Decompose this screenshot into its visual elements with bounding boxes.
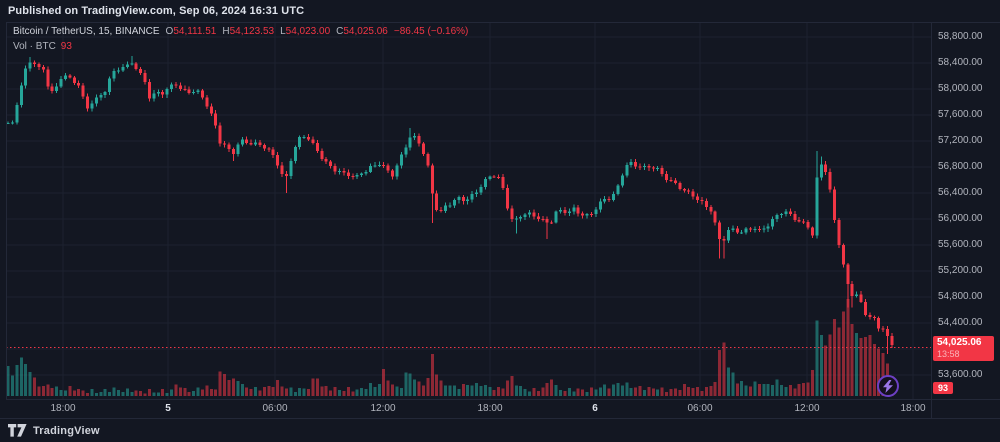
price-tick-label: 54,400.00 — [938, 317, 983, 328]
volume-indicator-label[interactable]: Vol · BTC — [13, 41, 56, 52]
ohlc-key: H — [222, 26, 230, 37]
ohlc-value: 54,025.06 — [343, 26, 388, 37]
time-tick-label: 18:00 — [900, 403, 926, 414]
candle-countdown: 13:58 — [937, 349, 960, 360]
footer: TradingView — [8, 424, 100, 437]
lightning-bolt-icon — [883, 379, 893, 393]
ohlc-value: 54,123.53 — [229, 26, 275, 37]
last-price-badge[interactable]: 54,025.06 13:58 — [933, 336, 994, 362]
time-tick-label: 6 — [592, 403, 598, 414]
chart-legend: Bitcoin / TetherUS, 15, BINANCE O54,111.5… — [13, 25, 468, 54]
price-tick-label: 56,400.00 — [938, 187, 983, 198]
price-tick-label: 55,600.00 — [938, 239, 983, 250]
ohlc-value: 54,023.00 — [285, 26, 331, 37]
price-tick-label: 58,400.00 — [938, 57, 983, 68]
price-tick-label: 55,200.00 — [938, 265, 983, 276]
tradingview-logo[interactable] — [8, 424, 27, 437]
price-tick-label: 56,800.00 — [938, 161, 983, 172]
ohlc-key: L — [280, 26, 286, 37]
time-tick-label: 12:00 — [370, 403, 396, 414]
price-tick-label: 56,000.00 — [938, 213, 983, 224]
published-caption: Published on TradingView.com, Sep 06, 20… — [8, 5, 305, 17]
change-value: −86.45 (−0.16%) — [393, 26, 469, 37]
ohlc-key: O — [165, 26, 174, 37]
footer-brand-text[interactable]: TradingView — [33, 424, 100, 437]
price-tick-label: 57,600.00 — [938, 109, 983, 120]
ohlc-value: 54,111.51 — [173, 26, 217, 37]
time-tick-label: 18:00 — [477, 403, 503, 414]
boost-icon[interactable] — [877, 375, 899, 397]
symbol-title[interactable]: Bitcoin / TetherUS, 15, BINANCE — [13, 26, 160, 37]
widget-bottom-border — [0, 418, 1000, 419]
time-tick-label: 5 — [165, 403, 171, 414]
price-tick-label: 58,800.00 — [938, 31, 983, 42]
time-tick-label: 12:00 — [794, 403, 820, 414]
time-tick-label: 06:00 — [262, 403, 288, 414]
last-volume-badge: 93 — [933, 382, 954, 394]
frame-left — [6, 22, 7, 399]
price-tick-label: 53,600.00 — [938, 369, 983, 380]
price-tick-label: 57,200.00 — [938, 135, 983, 146]
frame-top — [6, 22, 1000, 23]
ohlc-values: O54,111.51 H54,123.53 L54,023.00 C54,025.06 — [160, 26, 388, 37]
volume-indicator-value: 93 — [60, 41, 72, 52]
time-tick-label: 06:00 — [687, 403, 713, 414]
time-axis-divider — [6, 399, 1000, 400]
last-price-value: 54,025.06 — [937, 337, 982, 349]
ohlc-key: C — [336, 26, 344, 37]
price-tick-label: 54,800.00 — [938, 291, 983, 302]
price-tick-label: 58,000.00 — [938, 83, 983, 94]
time-tick-label: 18:00 — [50, 403, 76, 414]
price-axis-divider — [931, 22, 932, 418]
